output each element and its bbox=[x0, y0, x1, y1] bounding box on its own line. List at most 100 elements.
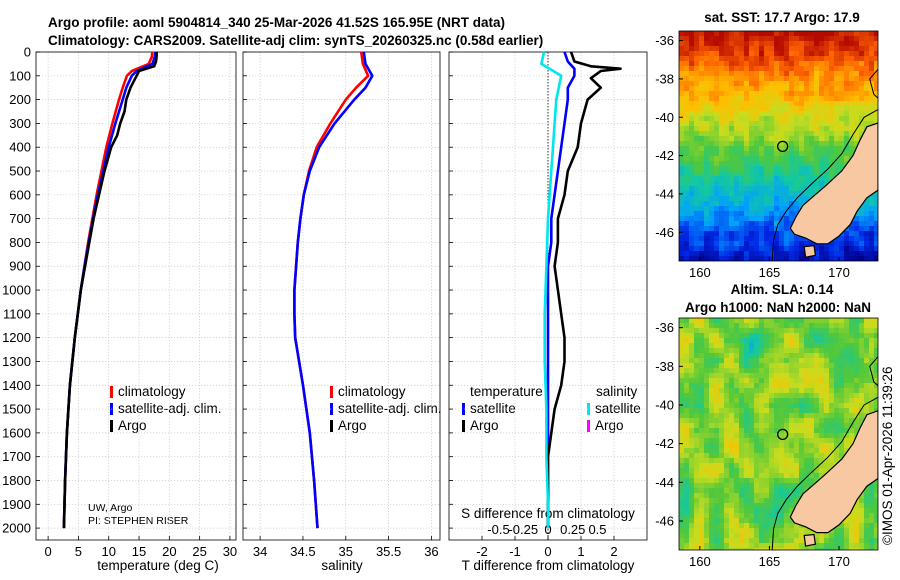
map-cell bbox=[684, 161, 690, 167]
map-cell bbox=[754, 508, 760, 514]
map-cell bbox=[794, 318, 800, 324]
map-cell bbox=[824, 318, 830, 324]
map-cell bbox=[819, 76, 825, 82]
map-cell bbox=[854, 56, 860, 62]
map-cell bbox=[754, 171, 760, 177]
map-cell bbox=[834, 36, 840, 42]
map-cell bbox=[774, 543, 780, 549]
map-cell bbox=[714, 478, 720, 484]
map-cell bbox=[839, 373, 845, 379]
legend-label-climatology: climatology bbox=[338, 384, 406, 399]
map-cell bbox=[729, 216, 735, 222]
map-cell bbox=[734, 191, 740, 197]
map-cell bbox=[744, 453, 750, 459]
map-cell bbox=[759, 171, 765, 177]
map-cell bbox=[679, 543, 685, 549]
map-cell bbox=[679, 548, 685, 550]
x-tick-label: 165 bbox=[759, 554, 781, 569]
map-cell bbox=[839, 408, 845, 414]
map-cell bbox=[694, 156, 700, 162]
map-cell bbox=[854, 418, 860, 424]
map-cell bbox=[789, 343, 795, 349]
map-cell bbox=[789, 186, 795, 192]
map-cell bbox=[839, 111, 845, 117]
map-cell bbox=[724, 478, 730, 484]
map-cell bbox=[734, 518, 740, 524]
map-cell bbox=[749, 201, 755, 207]
map-cell bbox=[869, 36, 875, 42]
map-cell bbox=[769, 201, 775, 207]
map-cell bbox=[829, 318, 835, 324]
map-cell bbox=[704, 528, 710, 534]
map-cell bbox=[724, 508, 730, 514]
map-cell bbox=[694, 358, 700, 364]
map-cell bbox=[814, 468, 820, 474]
map-cell bbox=[684, 196, 690, 202]
map-cell bbox=[794, 443, 800, 449]
map-cell bbox=[679, 473, 685, 479]
map-cell bbox=[864, 533, 870, 539]
map-cell bbox=[719, 338, 725, 344]
map-cell bbox=[699, 378, 705, 384]
map-cell bbox=[824, 423, 830, 429]
map-cell bbox=[769, 206, 775, 212]
map-cell bbox=[794, 493, 800, 499]
map-cell bbox=[794, 176, 800, 182]
map-cell bbox=[864, 528, 870, 534]
x-tick-label: 5 bbox=[75, 544, 82, 559]
map-cell bbox=[859, 548, 865, 550]
map-cell bbox=[694, 151, 700, 157]
map-cell bbox=[709, 428, 715, 434]
map-cell bbox=[719, 66, 725, 72]
map-cell bbox=[759, 418, 765, 424]
map-cell bbox=[824, 378, 830, 384]
map-cell bbox=[684, 81, 690, 87]
map-cell bbox=[789, 383, 795, 389]
map-cell bbox=[709, 523, 715, 529]
map-cell bbox=[834, 453, 840, 459]
map-cell bbox=[699, 493, 705, 499]
map-cell bbox=[774, 246, 780, 252]
map-cell bbox=[859, 51, 865, 57]
map-cell bbox=[759, 343, 765, 349]
map-cell bbox=[759, 363, 765, 369]
map-cell bbox=[839, 116, 845, 122]
map-cell bbox=[724, 196, 730, 202]
map-cell bbox=[689, 256, 695, 261]
map-cell bbox=[754, 96, 760, 102]
map-cell bbox=[764, 403, 770, 409]
map-cell bbox=[854, 91, 860, 97]
map-cell bbox=[869, 56, 875, 62]
map-cell bbox=[854, 388, 860, 394]
map-cell bbox=[829, 333, 835, 339]
map-cell bbox=[679, 493, 685, 499]
map-cell bbox=[869, 488, 875, 494]
map-cell bbox=[714, 463, 720, 469]
map-cell bbox=[779, 151, 785, 157]
map-cell bbox=[814, 71, 820, 77]
map-cell bbox=[849, 31, 855, 37]
map-cell bbox=[724, 191, 730, 197]
map-cell bbox=[694, 408, 700, 414]
map-cell bbox=[839, 236, 845, 242]
map-cell bbox=[724, 323, 730, 329]
map-cell bbox=[729, 438, 735, 444]
y-tick-label: -36 bbox=[655, 33, 674, 48]
map-cell bbox=[799, 166, 805, 172]
map-cell bbox=[724, 66, 730, 72]
map-cell bbox=[684, 71, 690, 77]
map-cell bbox=[749, 318, 755, 324]
map-cell bbox=[799, 448, 805, 454]
map-cell bbox=[724, 408, 730, 414]
map-cell bbox=[834, 433, 840, 439]
map-cell bbox=[839, 543, 845, 549]
y-tick-label: 1100 bbox=[3, 306, 31, 321]
map-cell bbox=[689, 106, 695, 112]
map-cell bbox=[874, 206, 878, 212]
map-cell bbox=[749, 458, 755, 464]
map-cell bbox=[834, 543, 840, 549]
map-cell bbox=[724, 438, 730, 444]
map-cell bbox=[699, 523, 705, 529]
map-cell bbox=[729, 251, 735, 257]
map-cell bbox=[739, 513, 745, 519]
